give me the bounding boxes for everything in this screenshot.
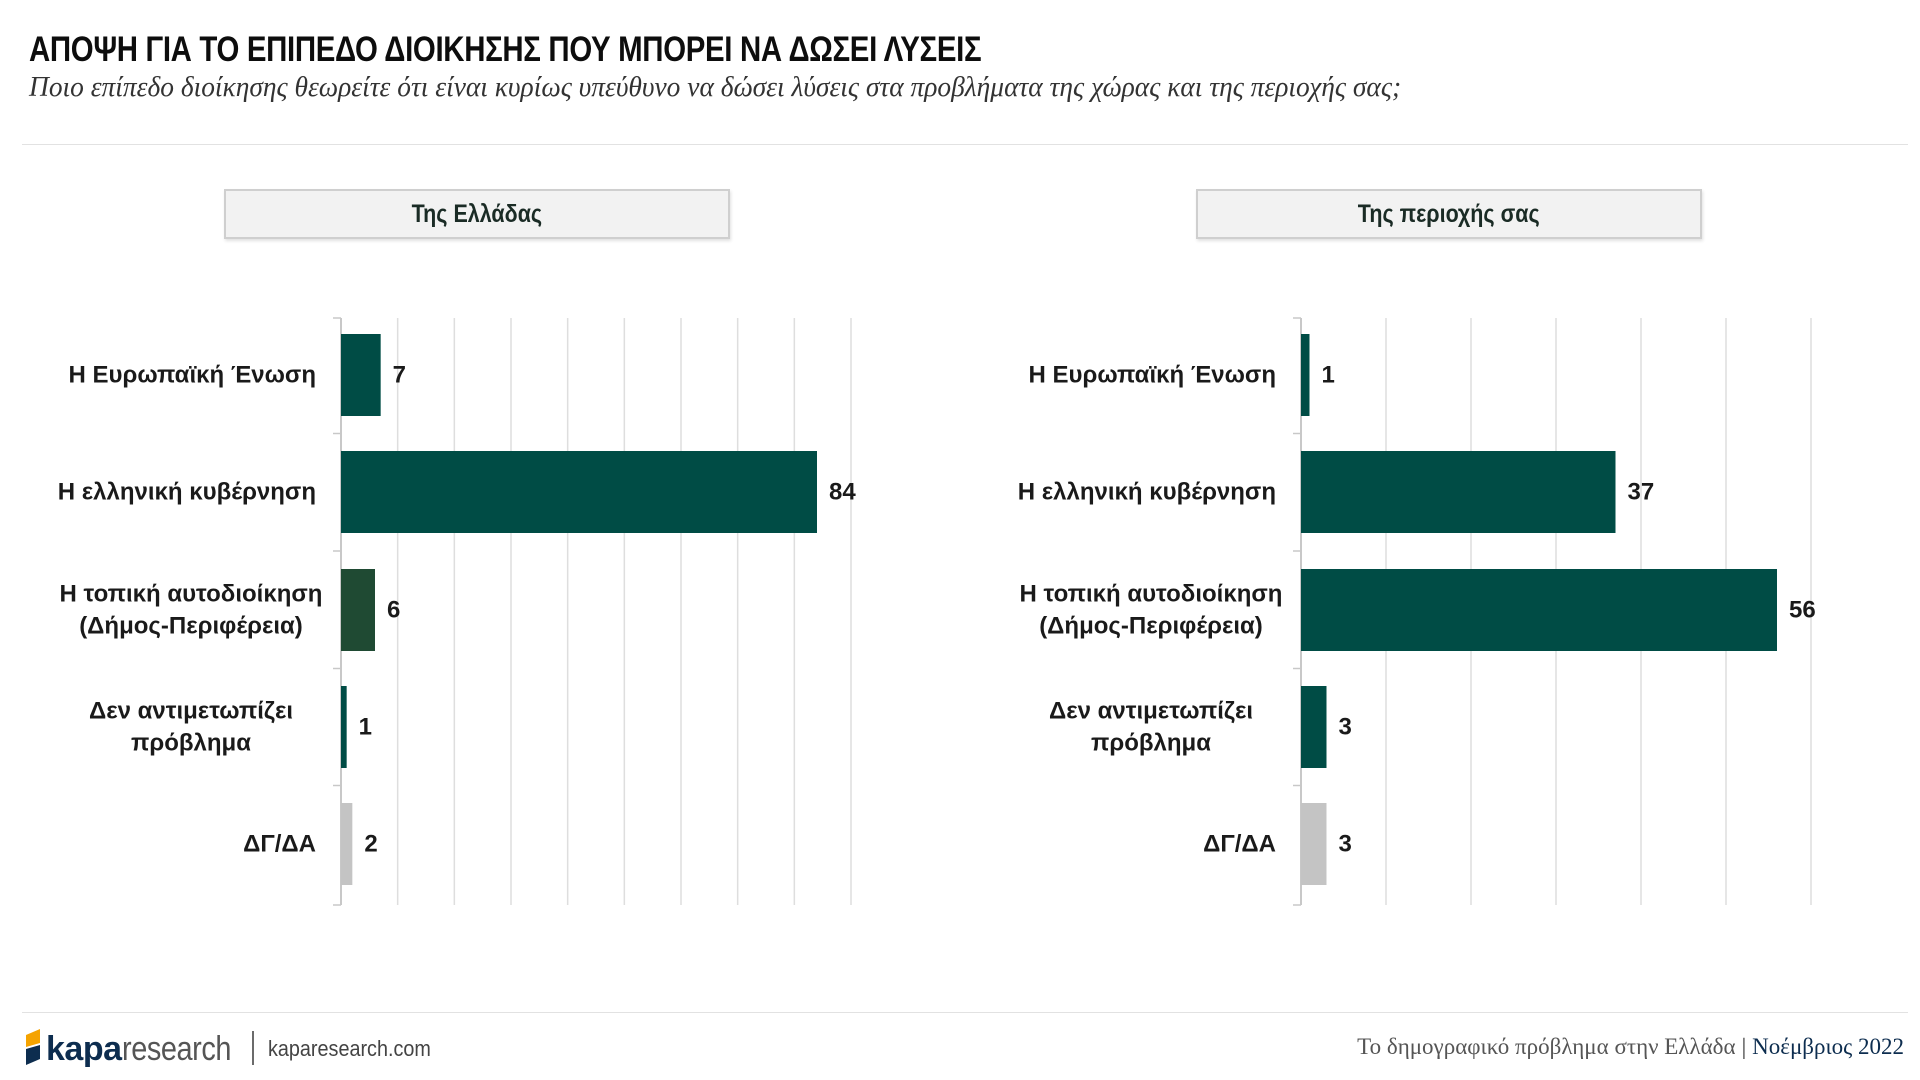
kapa-logo-icon — [26, 1029, 40, 1065]
region-category-label: Η Ευρωπαϊκή Ένωση — [1029, 362, 1276, 389]
footer-study-separator: | — [1741, 1034, 1747, 1059]
footer-date: Νοέμβριος 2022 — [1752, 1034, 1904, 1059]
region-data-label: 3 — [1339, 714, 1352, 741]
region-bar — [1301, 451, 1616, 533]
logo-kapa: kapa — [46, 1029, 122, 1068]
chart-title-greece-text: Της Ελλάδας — [411, 199, 543, 228]
greece-data-label: 2 — [364, 831, 377, 858]
region-bar — [1301, 686, 1327, 768]
footer-url[interactable]: kaparesearch.com — [268, 1036, 431, 1061]
kapa-research-logo: kaparesearch — [22, 1027, 250, 1071]
greece-data-label: 1 — [359, 714, 372, 741]
greece-bar — [341, 686, 347, 768]
region-category-label: ΔΓ/ΔΑ — [1203, 831, 1276, 858]
greece-bar — [341, 451, 817, 533]
footer-divider — [22, 1012, 1908, 1013]
footer-study-info: Το δημογραφικό πρόβλημα στην Ελλάδα | Νοέμ… — [1357, 1034, 1904, 1060]
region-bar — [1301, 334, 1310, 416]
greece-category-label: Δεν αντιμετωπίζει — [89, 698, 293, 725]
header: ΑΠΟΨΗ ΓΙΑ ΤΟ ΕΠΙΠΕΔΟ ΔΙΟΙΚΗΣΗΣ ΠΟΥ ΜΠΟΡΕ… — [29, 30, 1889, 104]
greece-category-label: πρόβλημα — [131, 730, 251, 757]
region-category-label: πρόβλημα — [1091, 730, 1211, 757]
greece-bar — [341, 334, 381, 416]
region-category-label: Η τοπική αυτοδιοίκηση — [1020, 581, 1283, 608]
region-data-label: 56 — [1789, 597, 1816, 624]
greece-category-label: ΔΓ/ΔΑ — [243, 831, 316, 858]
greece-bar — [341, 803, 353, 885]
greece-category-label: (Δήμος-Περιφέρεια) — [79, 613, 303, 640]
greece-bar — [341, 569, 375, 651]
chart-title-greece: Της Ελλάδας — [224, 189, 730, 239]
region-category-label: (Δήμος-Περιφέρεια) — [1039, 613, 1263, 640]
region-data-label: 3 — [1339, 831, 1352, 858]
greece-data-label: 7 — [393, 362, 406, 389]
region-bar — [1301, 803, 1327, 885]
chart-region: 1 Η Ευρωπαϊκή Ένωση 37 Η ελληνική κυβέρνηση… — [1018, 317, 1816, 906]
logo-wordmark: kaparesearch — [46, 1030, 250, 1069]
greece-data-label: 6 — [387, 597, 400, 624]
region-data-label: 1 — [1322, 362, 1335, 389]
chart-title-region: Της περιοχής σας — [1196, 189, 1702, 239]
logo-research: research — [121, 1029, 231, 1068]
chart-title-region-text: Της περιοχής σας — [1358, 199, 1540, 228]
chart-greece: 7 Η Ευρωπαϊκή Ένωση 84 Η ελληνική κυβέρνηση… — [58, 317, 856, 906]
header-divider — [22, 144, 1908, 145]
page-subtitle: Ποιο επίπεδο διοίκησης θεωρείτε ότι είνα… — [29, 72, 1402, 103]
page-title: ΑΠΟΨΗ ΓΙΑ ΤΟ ΕΠΙΠΕΔΟ ΔΙΟΙΚΗΣΗΣ ΠΟΥ ΜΠΟΡΕ… — [29, 30, 982, 69]
greece-category-label: Η τοπική αυτοδιοίκηση — [60, 581, 323, 608]
region-category-label: Η ελληνική κυβέρνηση — [1018, 479, 1276, 506]
greece-category-label: Η Ευρωπαϊκή Ένωση — [69, 362, 316, 389]
region-category-label: Δεν αντιμετωπίζει — [1049, 698, 1253, 725]
greece-data-label: 84 — [829, 479, 856, 506]
region-bar — [1301, 569, 1777, 651]
footer-study-title: Το δημογραφικό πρόβλημα στην Ελλάδα — [1357, 1034, 1736, 1059]
footer-separator — [252, 1031, 254, 1065]
region-data-label: 37 — [1628, 479, 1655, 506]
greece-category-label: Η ελληνική κυβέρνηση — [58, 479, 316, 506]
